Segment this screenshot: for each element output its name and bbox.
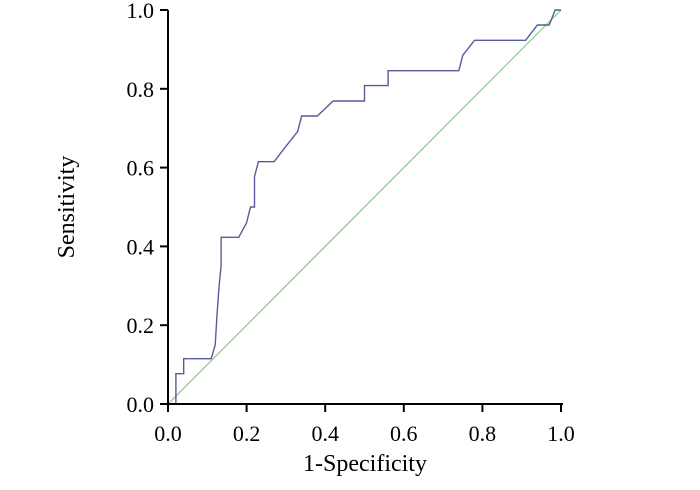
x-tick-label: 0.6 <box>390 421 418 446</box>
y-ticks: 0.0 0.2 0.4 0.6 0.8 1.0 <box>127 0 168 417</box>
plot-lines <box>167 9 562 405</box>
x-tick-label: 1.0 <box>547 421 575 446</box>
y-tick-label: 0.6 <box>127 156 155 181</box>
x-tick-label: 0.0 <box>154 421 182 446</box>
y-tick-label: 0.8 <box>127 77 155 102</box>
x-tick-label: 0.4 <box>311 421 339 446</box>
x-tick-label: 0.2 <box>233 421 261 446</box>
x-ticks: 0.0 0.2 0.4 0.6 0.8 1.0 <box>154 404 575 446</box>
reference-diagonal-line <box>167 9 562 405</box>
y-tick-label: 0.0 <box>127 392 155 417</box>
x-axis-title: 1-Specificity <box>303 451 427 477</box>
roc-curve-line <box>168 9 561 405</box>
y-tick-label: 1.0 <box>127 0 155 23</box>
y-tick-label: 0.2 <box>127 313 155 338</box>
x-tick-label: 0.8 <box>469 421 497 446</box>
y-axis-title: Sensitivity <box>54 156 80 259</box>
y-tick-label: 0.4 <box>127 234 155 259</box>
